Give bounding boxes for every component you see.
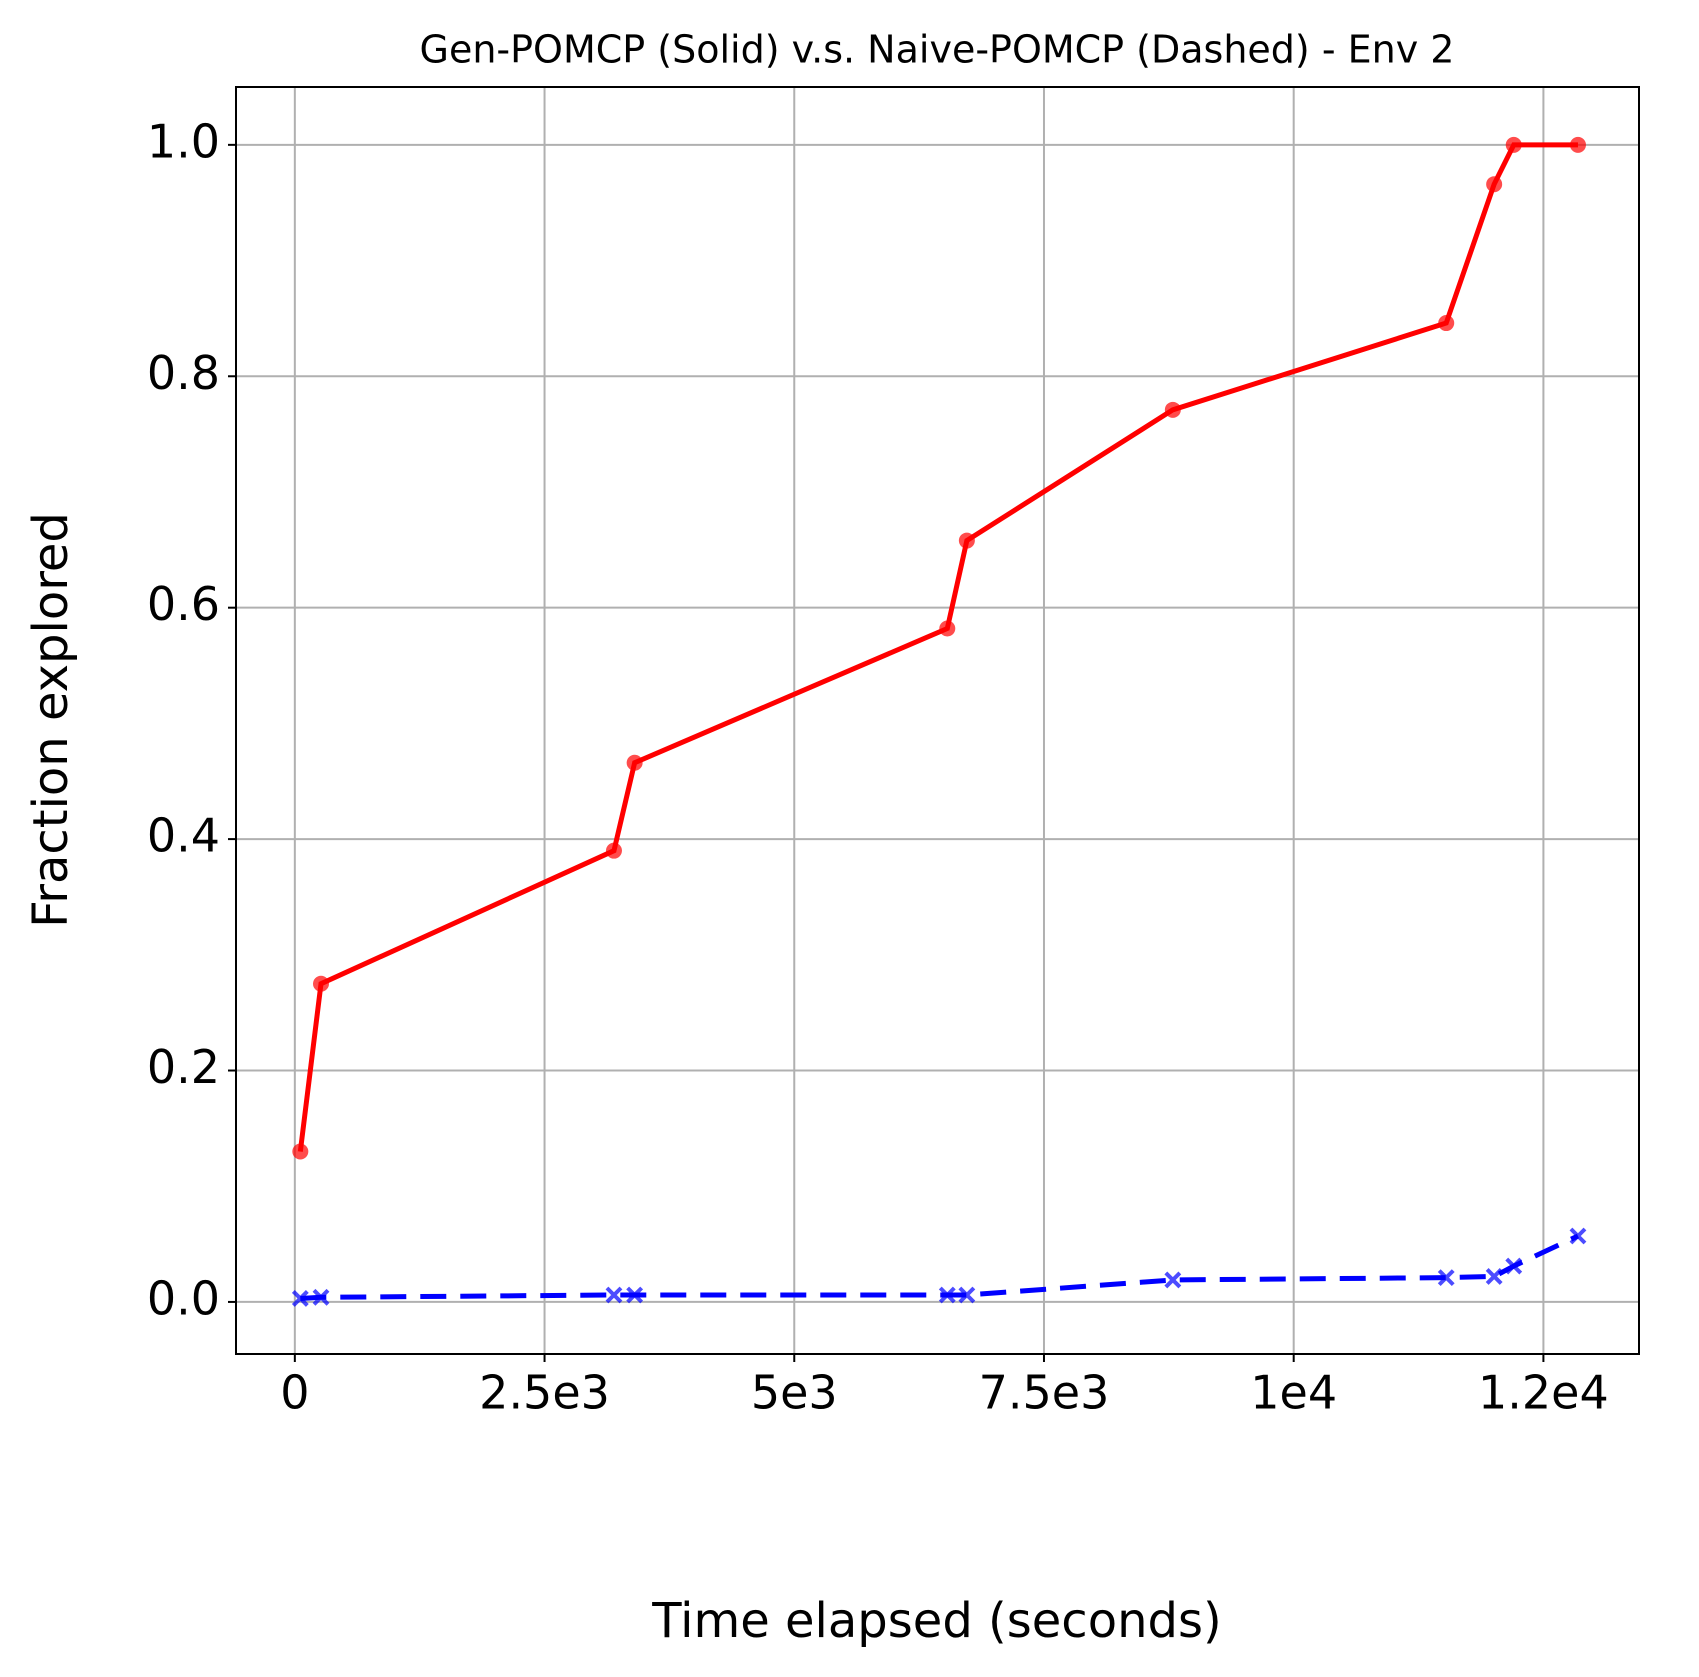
point: [1505, 136, 1522, 153]
y-tick-label: 0.6: [147, 577, 220, 631]
y-axis-label: Fraction explored: [23, 512, 79, 928]
point: [1438, 315, 1455, 332]
point: [938, 1286, 956, 1304]
series-line: [297, 142, 1578, 1152]
point: [1505, 1257, 1523, 1275]
x-tick-label: 1.2e4: [1478, 1366, 1609, 1420]
point: [958, 532, 975, 549]
x-tick-label: 5e3: [751, 1366, 838, 1420]
point: [1569, 1227, 1587, 1245]
chart-title: Gen-POMCP (Solid) v.s. Naive-POMCP (Dash…: [420, 28, 1455, 72]
series-line: [300, 1233, 1580, 1301]
point: [1437, 1269, 1455, 1287]
point: [292, 1143, 309, 1160]
point: [1164, 401, 1181, 418]
point: [1164, 1271, 1182, 1289]
x-tick-label: 1e4: [1250, 1366, 1337, 1420]
y-tick-label: 0.8: [147, 346, 220, 400]
y-tick-label: 0.4: [147, 809, 220, 863]
y-tick-label: 0.2: [147, 1040, 220, 1094]
point: [626, 754, 643, 771]
point: [312, 1288, 330, 1306]
point: [313, 975, 330, 992]
x-tick-label: 2.5e3: [479, 1366, 610, 1420]
point: [626, 1286, 644, 1304]
point: [958, 1286, 976, 1304]
x-tick-label: 7.5e3: [979, 1366, 1110, 1420]
plot-frame: [235, 86, 1640, 1355]
y-tick-label: 0.0: [147, 1271, 220, 1325]
point: [1569, 136, 1586, 153]
point: [291, 1290, 309, 1307]
point: [605, 1286, 623, 1304]
point: [1485, 1268, 1503, 1285]
point: [1486, 176, 1503, 193]
point: [939, 620, 956, 637]
y-tick-label: 1.0: [147, 114, 220, 168]
point: [605, 842, 622, 859]
x-tick-label: 0: [280, 1366, 309, 1420]
x-axis-label: Time elapsed (seconds): [651, 1593, 1221, 1649]
